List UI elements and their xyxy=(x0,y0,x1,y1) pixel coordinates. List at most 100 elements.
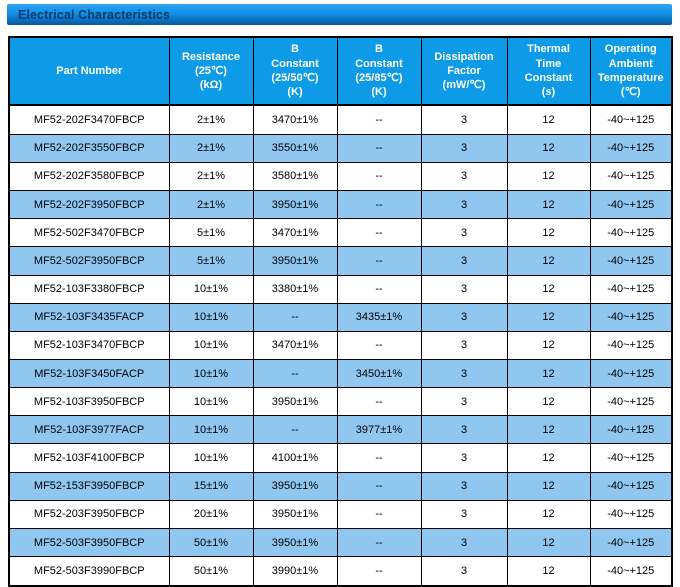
table-cell: 3 xyxy=(420,358,508,389)
table-cell: -- xyxy=(252,302,338,332)
table-cell: MF52-153F3950FBCP xyxy=(8,471,170,501)
table-cell: 3 xyxy=(420,415,508,445)
table-cell: 12 xyxy=(506,443,591,473)
table-cell: 10±1% xyxy=(168,358,254,389)
table-cell: 2±1% xyxy=(168,104,254,135)
table-cell: MF52-502F3470FBCP xyxy=(8,218,170,248)
table-cell: 3 xyxy=(420,471,508,501)
table-cell: -40~+125 xyxy=(589,104,673,135)
table-cell: MF52-103F4100FBCP xyxy=(8,443,170,473)
table-cell: 3 xyxy=(420,556,508,587)
table-cell: MF52-202F3550FBCP xyxy=(8,133,170,163)
table-cell: 3470±1% xyxy=(252,330,338,361)
table-cell: 12 xyxy=(506,471,591,501)
table-cell: 3435±1% xyxy=(336,302,422,332)
table-cell: 12 xyxy=(506,161,591,192)
table-row: MF52-153F3950FBCP 15±1% 3950±1% -- 3 12 -40~+1… xyxy=(8,471,673,501)
column-header: Resistance (25℃) (kΩ) xyxy=(168,36,254,106)
table-cell: -- xyxy=(336,471,422,501)
table-cell: -40~+125 xyxy=(589,218,673,248)
table-cell: MF52-203F3950FBCP xyxy=(8,499,170,529)
table-cell: -40~+125 xyxy=(589,499,673,529)
table-cell: 12 xyxy=(506,274,591,304)
table-cell: 3 xyxy=(420,218,508,248)
table-row: MF52-503F3950FBCP 50±1% 3950±1% -- 3 12 -40~+1… xyxy=(8,527,673,558)
table-row: MF52-502F3950FBCP 5±1% 3950±1% -- 3 12 -40~+12… xyxy=(8,246,673,276)
table-cell: 2±1% xyxy=(168,133,254,163)
table-cell: 3470±1% xyxy=(252,104,338,135)
table-cell: MF52-103F3950FBCP xyxy=(8,387,170,417)
column-header: B Constant (25/85℃) (K) xyxy=(336,36,422,106)
table-cell: 12 xyxy=(506,104,591,135)
column-header: Part Number xyxy=(8,36,170,106)
table-cell: 12 xyxy=(506,218,591,248)
table-cell: 3380±1% xyxy=(252,274,338,304)
table-cell: -40~+125 xyxy=(589,527,673,558)
table-cell: -40~+125 xyxy=(589,190,673,220)
table-cell: 3 xyxy=(420,190,508,220)
header-row: Part Number Resistance (25℃) (kΩ) B Consta… xyxy=(8,36,673,106)
table-cell: 2±1% xyxy=(168,161,254,192)
table-row: MF52-202F3950FBCP 2±1% 3950±1% -- 3 12 -40~+12… xyxy=(8,190,673,220)
table-cell: MF52-503F3990FBCP xyxy=(8,556,170,587)
table-cell: MF52-202F3580FBCP xyxy=(8,161,170,192)
table-cell: 3990±1% xyxy=(252,556,338,587)
table-row: MF52-202F3470FBCP 2±1% 3470±1% -- 3 12 -40~+12… xyxy=(8,104,673,135)
table-cell: 3 xyxy=(420,443,508,473)
table-cell: -- xyxy=(336,330,422,361)
table-row: MF52-103F3470FBCP 10±1% 3470±1% -- 3 12 -40~+1… xyxy=(8,330,673,361)
table-cell: -40~+125 xyxy=(589,443,673,473)
table-cell: 20±1% xyxy=(168,499,254,529)
table-cell: 3 xyxy=(420,104,508,135)
characteristics-table: Part Number Resistance (25℃) (kΩ) B Consta… xyxy=(8,36,673,587)
table-cell: 3 xyxy=(420,499,508,529)
table-cell: 3450±1% xyxy=(336,358,422,389)
table-cell: 3 xyxy=(420,246,508,276)
section-title: Electrical Characteristics xyxy=(18,7,170,22)
table-cell: 10±1% xyxy=(168,274,254,304)
table-cell: -40~+125 xyxy=(589,133,673,163)
table-cell: -- xyxy=(336,190,422,220)
table-cell: 50±1% xyxy=(168,527,254,558)
table-cell: MF52-202F3470FBCP xyxy=(8,104,170,135)
table-cell: 3950±1% xyxy=(252,387,338,417)
table-cell: -40~+125 xyxy=(589,415,673,445)
table-cell: 3950±1% xyxy=(252,527,338,558)
table-row: MF52-203F3950FBCP 20±1% 3950±1% -- 3 12 -40~+1… xyxy=(8,499,673,529)
table-cell: 3 xyxy=(420,302,508,332)
table-cell: 10±1% xyxy=(168,443,254,473)
table-cell: 2±1% xyxy=(168,190,254,220)
table-cell: -- xyxy=(252,358,338,389)
table-cell: 12 xyxy=(506,190,591,220)
column-header: Operating Ambient Temperature (℃) xyxy=(589,36,673,106)
table-cell: 10±1% xyxy=(168,302,254,332)
table-cell: 3950±1% xyxy=(252,499,338,529)
column-header: Dissipation Factor (mW/℃) xyxy=(420,36,508,106)
table-cell: -- xyxy=(336,556,422,587)
table-cell: 50±1% xyxy=(168,556,254,587)
table-cell: 3 xyxy=(420,274,508,304)
table-cell: 12 xyxy=(506,246,591,276)
table-cell: 3 xyxy=(420,330,508,361)
table-cell: 3 xyxy=(420,527,508,558)
table-cell: 3 xyxy=(420,133,508,163)
table-cell: MF52-503F3950FBCP xyxy=(8,527,170,558)
table-cell: MF52-202F3950FBCP xyxy=(8,190,170,220)
table-cell: -40~+125 xyxy=(589,274,673,304)
table-cell: -40~+125 xyxy=(589,302,673,332)
table-cell: -- xyxy=(336,218,422,248)
table-cell: 5±1% xyxy=(168,218,254,248)
table-cell: 12 xyxy=(506,527,591,558)
table-cell: -- xyxy=(252,415,338,445)
table-row: MF52-103F3950FBCP 10±1% 3950±1% -- 3 12 -40~+1… xyxy=(8,387,673,417)
table-cell: 12 xyxy=(506,330,591,361)
table-cell: MF52-103F3435FACP xyxy=(8,302,170,332)
table-cell: 3580±1% xyxy=(252,161,338,192)
table-cell: -40~+125 xyxy=(589,358,673,389)
table-row: MF52-103F3435FACP 10±1% -- 3435±1% 3 12 -40~+1… xyxy=(8,302,673,332)
table-cell: MF52-103F3380FBCP xyxy=(8,274,170,304)
table-cell: -- xyxy=(336,133,422,163)
column-header: Thermal Time Constant (s) xyxy=(506,36,591,106)
table-row: MF52-103F3450FACP 10±1% -- 3450±1% 3 12 -40~+1… xyxy=(8,358,673,389)
